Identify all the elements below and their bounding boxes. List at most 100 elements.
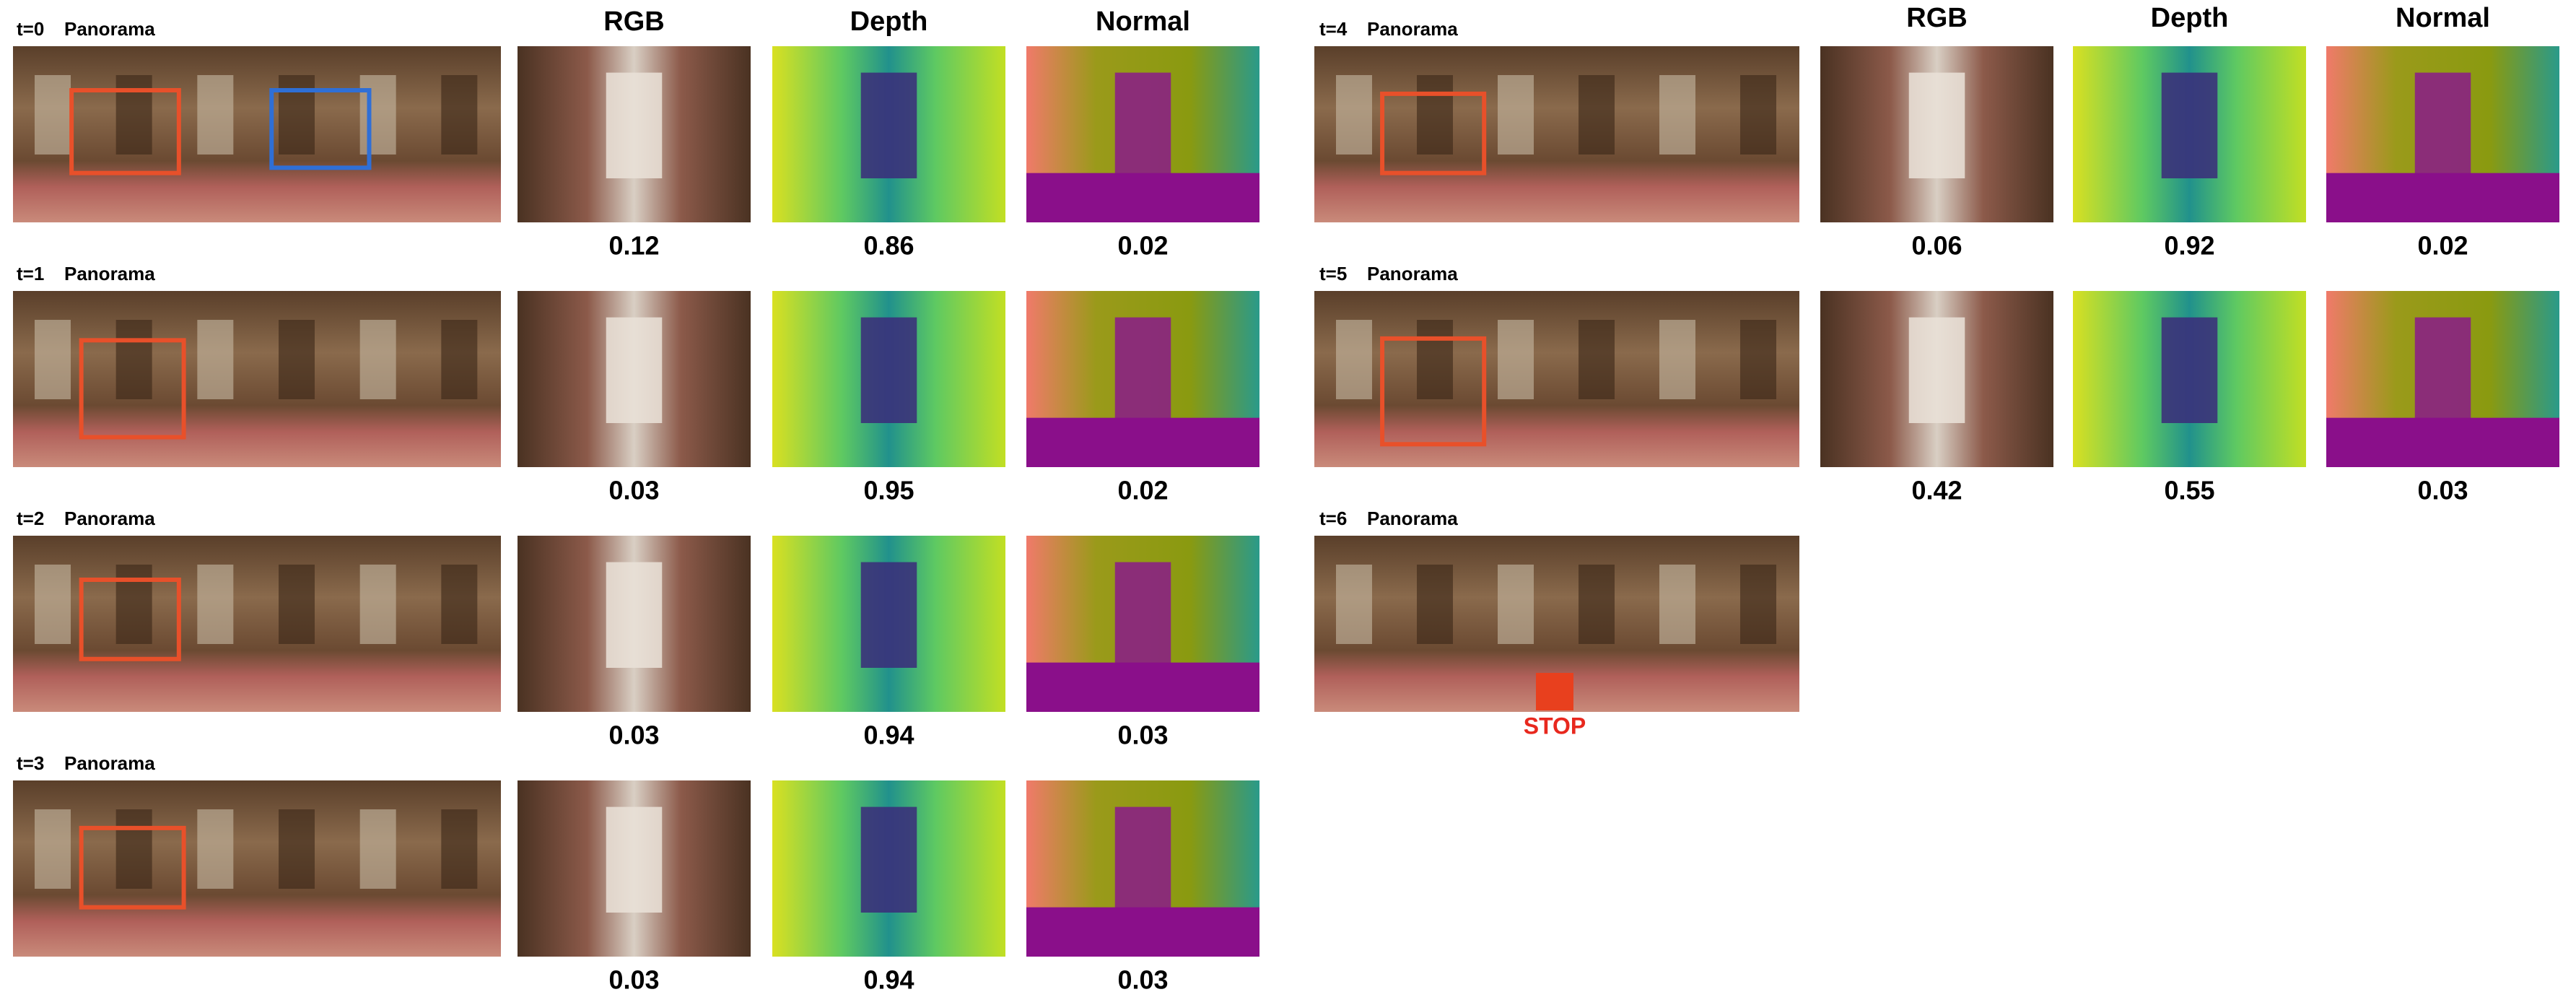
score: 0.92 xyxy=(2164,231,2214,261)
panorama-detail xyxy=(1336,75,1372,155)
panorama-detail xyxy=(197,565,233,644)
panorama-detail xyxy=(441,809,477,889)
panorama-detail xyxy=(1579,565,1615,644)
view-detail xyxy=(606,318,663,423)
panorama-detail xyxy=(441,75,477,155)
step-label: t=5 xyxy=(1319,263,1347,284)
floor-normal xyxy=(2326,418,2559,467)
score: 0.03 xyxy=(608,965,659,992)
panorama-label: Panorama xyxy=(64,508,155,529)
panorama-detail xyxy=(1740,75,1776,155)
floor-normal xyxy=(1026,908,1259,957)
column-header: Depth xyxy=(850,6,928,37)
panorama-detail xyxy=(441,565,477,644)
panorama-detail xyxy=(35,565,71,644)
panorama-label: Panorama xyxy=(64,18,155,40)
score: 0.02 xyxy=(2417,231,2468,261)
panorama-image xyxy=(13,536,501,712)
panorama-detail xyxy=(197,809,233,889)
panorama-label: Panorama xyxy=(64,752,155,774)
panorama-detail xyxy=(1417,320,1453,399)
panorama-detail xyxy=(1336,320,1372,399)
floor-normal xyxy=(1026,418,1259,467)
column-header: RGB xyxy=(603,6,664,37)
panorama-detail xyxy=(441,320,477,399)
floor-normal xyxy=(1026,173,1259,222)
view-detail xyxy=(861,807,917,913)
score: 0.02 xyxy=(1117,231,1168,261)
panorama-image xyxy=(13,780,501,957)
panorama-detail xyxy=(360,809,396,889)
step-label: t=0 xyxy=(17,18,44,40)
view-detail xyxy=(861,562,917,668)
view-detail xyxy=(606,562,663,668)
score: 0.03 xyxy=(1117,721,1168,750)
score: 0.95 xyxy=(863,476,914,505)
panorama-detail xyxy=(1498,320,1534,399)
score: 0.94 xyxy=(863,965,914,992)
panorama-detail xyxy=(279,320,315,399)
view-detail xyxy=(1115,73,1171,178)
view-detail xyxy=(606,73,663,178)
panorama-image xyxy=(13,291,501,467)
score: 0.06 xyxy=(1911,231,1962,261)
score: 0.86 xyxy=(863,231,914,261)
panorama-detail xyxy=(360,565,396,644)
step-label: t=4 xyxy=(1319,18,1348,40)
figure: RGB Depth Normal t=0 Panorama 0.12 0.86 0.02 t=1… xyxy=(0,0,2576,992)
panorama-detail xyxy=(1579,320,1615,399)
panorama-detail xyxy=(279,75,315,155)
step-label: t=2 xyxy=(17,508,44,529)
stop-marker xyxy=(1536,673,1573,710)
view-detail xyxy=(1115,318,1171,423)
step-label: t=6 xyxy=(1319,508,1347,529)
panorama-detail xyxy=(197,75,233,155)
panorama-detail xyxy=(1417,565,1453,644)
panorama-detail xyxy=(1740,565,1776,644)
panorama-detail xyxy=(1417,75,1453,155)
panorama-detail xyxy=(197,320,233,399)
view-detail xyxy=(861,318,917,423)
panorama-detail xyxy=(279,809,315,889)
panorama-detail xyxy=(1659,565,1695,644)
panorama-detail xyxy=(1659,75,1695,155)
score: 0.55 xyxy=(2164,476,2214,505)
score: 0.94 xyxy=(863,721,914,750)
page: RGB Depth Normal t=0 Panorama 0.12 0.86 0.02 t=1… xyxy=(0,0,2576,992)
panorama-detail xyxy=(360,75,396,155)
panorama-label: Panorama xyxy=(1367,263,1458,284)
view-detail xyxy=(1909,318,1965,423)
panorama-image xyxy=(1314,46,1799,222)
score: 0.03 xyxy=(2417,476,2468,505)
column-header: RGB xyxy=(1906,3,1967,33)
view-detail xyxy=(1115,562,1171,668)
panorama-detail xyxy=(116,809,152,889)
score: 0.03 xyxy=(608,476,659,505)
view-detail xyxy=(861,73,917,178)
panorama-label: Panorama xyxy=(64,263,155,284)
panorama-detail xyxy=(1579,75,1615,155)
view-detail xyxy=(606,807,663,913)
panorama-detail xyxy=(1498,75,1534,155)
panorama-label: Panorama xyxy=(1367,18,1458,40)
panorama-image xyxy=(1314,291,1799,467)
column-header: Normal xyxy=(2396,3,2490,33)
panorama-detail xyxy=(360,320,396,399)
panorama-detail xyxy=(116,75,152,155)
step-label: t=1 xyxy=(17,263,44,284)
score: 0.12 xyxy=(608,231,659,261)
floor-normal xyxy=(1026,663,1259,712)
panorama-detail xyxy=(1740,320,1776,399)
score: 0.03 xyxy=(608,721,659,750)
score: 0.02 xyxy=(1117,476,1168,505)
floor-normal xyxy=(2326,173,2559,222)
view-detail xyxy=(2162,73,2218,178)
panorama-detail xyxy=(116,565,152,644)
panorama-detail xyxy=(279,565,315,644)
panorama-detail xyxy=(116,320,152,399)
panorama-detail xyxy=(1659,320,1695,399)
panorama-detail xyxy=(1336,565,1372,644)
panorama-detail xyxy=(35,75,71,155)
panorama-detail xyxy=(35,809,71,889)
score: 0.03 xyxy=(1117,965,1168,992)
